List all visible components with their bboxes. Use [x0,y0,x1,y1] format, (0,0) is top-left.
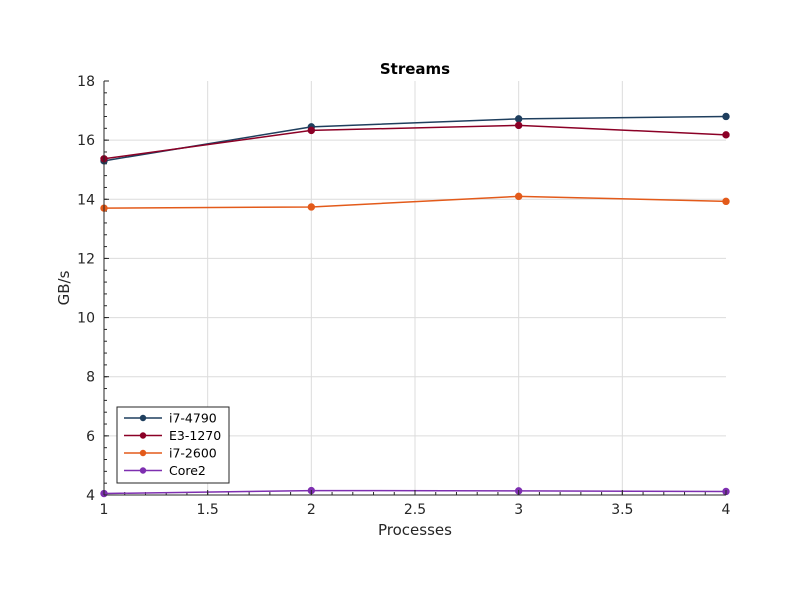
y-tick-label: 14 [77,192,95,208]
series-point-e3-1270 [307,126,316,135]
chart-title: Streams [380,60,450,78]
x-tick-label: 3.5 [611,502,633,518]
legend-label-i7-4790: i7-4790 [169,411,217,426]
y-tick-label: 18 [77,74,95,90]
series-point-i7-4790 [722,112,730,121]
x-tick-label: 2 [307,502,316,518]
legend-label-e3-1270: E3-1270 [169,428,221,443]
x-tick-label: 2.5 [404,502,426,518]
legend-marker-i7-2600 [139,449,147,457]
series-point-i7-4790 [514,115,523,123]
x-tick-label: 1 [100,502,109,518]
axes [103,80,727,496]
y-tick-label: 8 [86,370,95,386]
x-tick-label: 3 [514,502,523,518]
series-line-i7-2600 [103,195,727,209]
x-tick-label: 1.5 [197,502,219,518]
y-tick-label: 12 [77,251,95,267]
legend-marker-i7-4790 [139,414,147,422]
legend: i7-4790 E3-1270 i7-2600 Core2 [116,406,230,484]
y-tick-label: 10 [77,311,95,327]
legend-marker-core2 [139,467,147,474]
series-point-i7-2600 [307,203,316,211]
x-tick-label: 4 [722,502,731,518]
y-tick-label: 16 [77,133,95,149]
y-tick-label: 4 [86,488,95,504]
x-tick-labels: 1 1.5 2 2.5 3 3.5 4 [100,502,731,518]
legend-label-core2: Core2 [169,463,206,478]
series-point-i7-2600 [722,197,730,206]
y-axis-label: GB/s [55,270,73,305]
series-line-e3-1270 [103,124,727,160]
y-tick-labels: 4 6 8 10 12 14 16 18 [77,74,95,504]
legend-label-i7-2600: i7-2600 [169,446,217,461]
x-axis-label: Processes [378,521,452,539]
legend-marker-e3-1270 [139,432,147,439]
series-point-e3-1270 [722,131,730,139]
series-point-i7-2600 [514,192,523,201]
series-point-e3-1270 [514,121,523,130]
y-tick-label: 6 [86,429,95,445]
